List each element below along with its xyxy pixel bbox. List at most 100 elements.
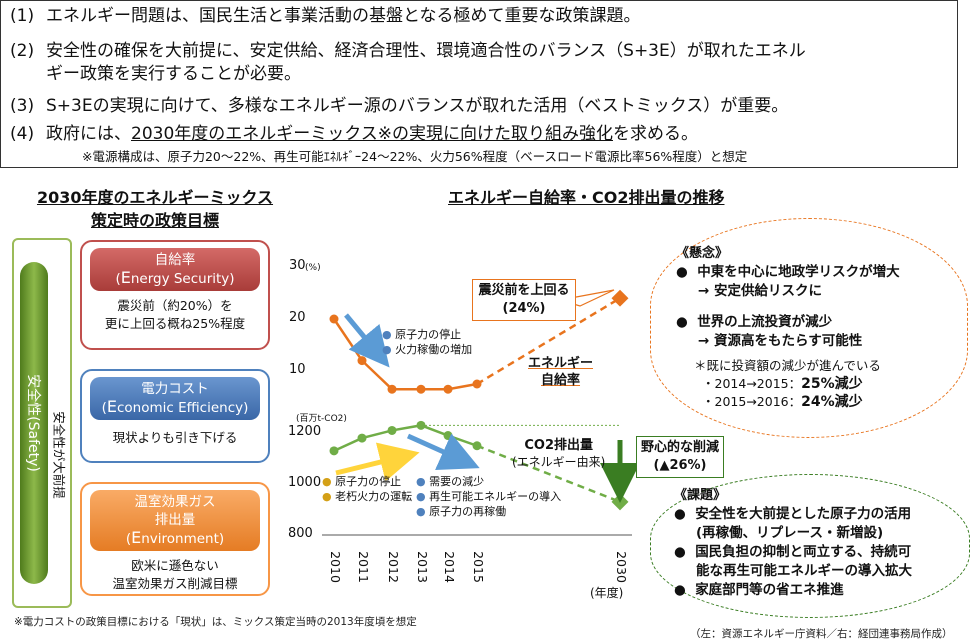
- ss-tick-label: 30: [289, 258, 306, 273]
- ss-point: [472, 379, 482, 389]
- ss-point: [357, 356, 367, 366]
- safety-frame: [12, 238, 72, 608]
- co2-tick-label: 1000: [288, 475, 322, 490]
- co2-unit: (百万t-CO2): [296, 414, 347, 424]
- card-body-line1: 震災前（約20%）を: [117, 298, 233, 313]
- issues-bubble: [650, 474, 970, 618]
- reduction-callout: 野心的な削減 (▲26%): [636, 436, 724, 478]
- concern-bubble: [650, 218, 968, 438]
- target-callout: 震災前を上回る (24%): [472, 279, 576, 321]
- footnote-left: ※電力コストの政策目標における「現状」は、ミックス策定当時の2013年度頃を想定: [14, 616, 417, 628]
- co2-point: [387, 425, 397, 435]
- co2-point: [416, 420, 426, 430]
- card-title: 自給率: [154, 252, 196, 268]
- co2-point: [443, 431, 453, 441]
- x-tick-label: 2010: [328, 551, 343, 583]
- concern-note-3: ・2015→2016：24%減少: [702, 394, 863, 410]
- point-text-post: を求める。: [613, 124, 698, 144]
- concern-title: 《懸念》: [676, 246, 729, 261]
- card-body: 欧米に遜色ない 温室効果ガス削減目標: [82, 557, 268, 593]
- note-item: ● 原子力の再稼働: [416, 505, 507, 518]
- point-text: S+3Eの実現に向けて、多様なエネルギー源のバランスが取れた活用（ベストミックス…: [46, 96, 789, 116]
- card-header: 自給率 (Energy Security): [90, 248, 260, 291]
- point-2-continued: ギー政策を実行することが必要。: [46, 63, 301, 86]
- footnote-right: （左：資源エネルギー庁資料／右：経団連事務局作成）: [690, 628, 953, 640]
- concern-note-1: ＊既に投資額の減少が進んでいる: [694, 358, 881, 373]
- issues-bullet-3: ● 家庭部門等の省エネ推進: [674, 582, 844, 598]
- left-heading-2: 策定時の政策目標: [90, 211, 219, 230]
- note-item: ● 原子力の停止: [322, 475, 402, 488]
- concern-bullet-1-sub: → 安定供給リスクに: [698, 283, 823, 299]
- ss-point: [329, 314, 339, 324]
- x-tick-label: 2011: [356, 551, 371, 583]
- issues-content: 《課題》 ● 安全性を大前提とした原子力の活用 (再稼働、リプレース・新増設) …: [674, 486, 912, 600]
- co2-tick-label: 1200: [288, 424, 322, 439]
- ss-tick-label: 10: [289, 362, 306, 377]
- co2-series-label: CO2排出量 (エネルギー由来): [512, 438, 606, 469]
- card-title: 温室効果ガス: [134, 494, 216, 510]
- point-3: (3) S+3Eの実現に向けて、多様なエネルギー源のバランスが取れた活用（ベストミ…: [10, 95, 788, 118]
- x-tick-label: 2012: [386, 551, 401, 583]
- card-subtitle: (Economic Efficiency): [101, 397, 249, 417]
- note-item: ● 老朽火力の運転: [322, 490, 413, 503]
- co2-target-point: [611, 493, 629, 511]
- note-item: ● 火力稼働の増加: [382, 343, 473, 356]
- callout-line2: (▲26%): [653, 458, 707, 473]
- point-text: エネルギー問題は、国民生活と事業活動の基盤となる極めて重要な政策課題。: [46, 6, 641, 26]
- x-tick-label: 2030: [614, 551, 629, 583]
- issues-bullet-2: ● 国民負担の抑制と両立する、持続可: [674, 544, 912, 560]
- callout-line1: 震災前を上回る: [478, 283, 570, 298]
- card-subtitle: (Energy Security): [115, 268, 235, 288]
- left-heading-1: 2030年度のエネルギーミックス: [36, 188, 274, 207]
- card-subtitle: (Environment): [125, 528, 225, 548]
- point-number: (4): [10, 124, 35, 144]
- card-body-line2: 更に上回る概ね25%程度: [104, 316, 246, 331]
- point-number: (2): [10, 41, 35, 61]
- point-1: (1) エネルギー問題は、国民生活と事業活動の基盤となる極めて重要な政策課題。: [10, 5, 641, 28]
- ss-unit: (%): [305, 263, 321, 273]
- ss-point: [387, 384, 397, 394]
- card-title: 電力コスト: [141, 381, 209, 397]
- co2-point: [329, 446, 339, 456]
- card-body: 現状よりも引き下げる: [82, 429, 268, 447]
- card-body-line2: 温室効果ガス削減目標: [112, 576, 238, 591]
- co2-increase-notes: ● 原子力の停止 ● 老朽火力の運転: [322, 474, 412, 504]
- ss-point: [416, 384, 426, 394]
- safety-pill: 安全性(Safety): [20, 262, 48, 584]
- point-4: (4) 政府には、2030年度のエネルギーミックス※の実現に向けた取り組み強化を求…: [10, 123, 698, 146]
- point-2: (2) 安全性の確保を大前提に、安定供給、経済合理性、環境適合性のバランス（S+3…: [10, 40, 806, 63]
- target-card-security: 自給率 (Energy Security) 震災前（約20%）を 更に上回る概ね…: [80, 240, 270, 350]
- co2-decrease-notes: ● 需要の減少 ● 再生可能エネルギーの導入 ● 原子力の再稼働: [416, 474, 561, 519]
- ss-decline-notes: ● 原子力の停止 ● 火力稼働の増加: [382, 327, 472, 357]
- co2-increase-arrow: [335, 442, 420, 482]
- x-tick-label: 2014: [442, 551, 457, 583]
- point-number: (3): [10, 96, 35, 116]
- co2-line: [333, 424, 478, 452]
- card-title-2: 排出量: [154, 512, 196, 528]
- power-mix-note: ※電源構成は、原子力20～22%、再生可能ｴﾈﾙｷﾞｰ24～22%、火力56%程…: [82, 149, 748, 164]
- issues-title: 《課題》: [674, 488, 727, 503]
- issues-bullet-2-sub: 能な再生可能エネルギーの導入拡大: [696, 563, 912, 579]
- note-item: ● 需要の減少: [416, 475, 485, 488]
- issues-bullet-1: ● 安全性を大前提とした原子力の活用: [674, 506, 912, 522]
- card-body-line1: 現状よりも引き下げる: [112, 430, 238, 445]
- point-text-underlined: 2030年度のエネルギーミックス※の実現に向けた取り組み強化: [131, 124, 613, 144]
- ss-target-point: [611, 289, 629, 307]
- chart-axes: [322, 424, 632, 536]
- concern-bullet-2: ● 世界の上流投資が減少: [676, 314, 833, 330]
- point-text-continued: ギー政策を実行することが必要。: [46, 64, 301, 84]
- chart-heading: エネルギー自給率・CO2排出量の推移: [448, 188, 725, 207]
- x-tick-label: 2013: [415, 551, 430, 583]
- issues-bullet-1-sub: (再稼働、リプレース・新増設): [696, 525, 884, 541]
- concern-content: 《懸念》 ● 中東を中心に地政学リスクが増大 → 安定供給リスクに ● 世界の上…: [676, 244, 900, 411]
- ss-tick-label: 20: [289, 310, 306, 325]
- x-axis-label: (年度): [590, 586, 624, 600]
- card-header: 温室効果ガス 排出量 (Environment): [90, 490, 260, 551]
- point-text: 安全性の確保を大前提に、安定供給、経済合理性、環境適合性のバランス（S+3E）が…: [46, 41, 806, 61]
- concern-bullet-1: ● 中東を中心に地政学リスクが増大: [676, 264, 900, 280]
- decline-arrow: [344, 313, 390, 368]
- co2-point: [472, 441, 482, 451]
- target-card-environment: 温室効果ガス 排出量 (Environment) 欧米に遜色ない 温室効果ガス削…: [80, 482, 270, 596]
- co2-projection: [476, 444, 621, 504]
